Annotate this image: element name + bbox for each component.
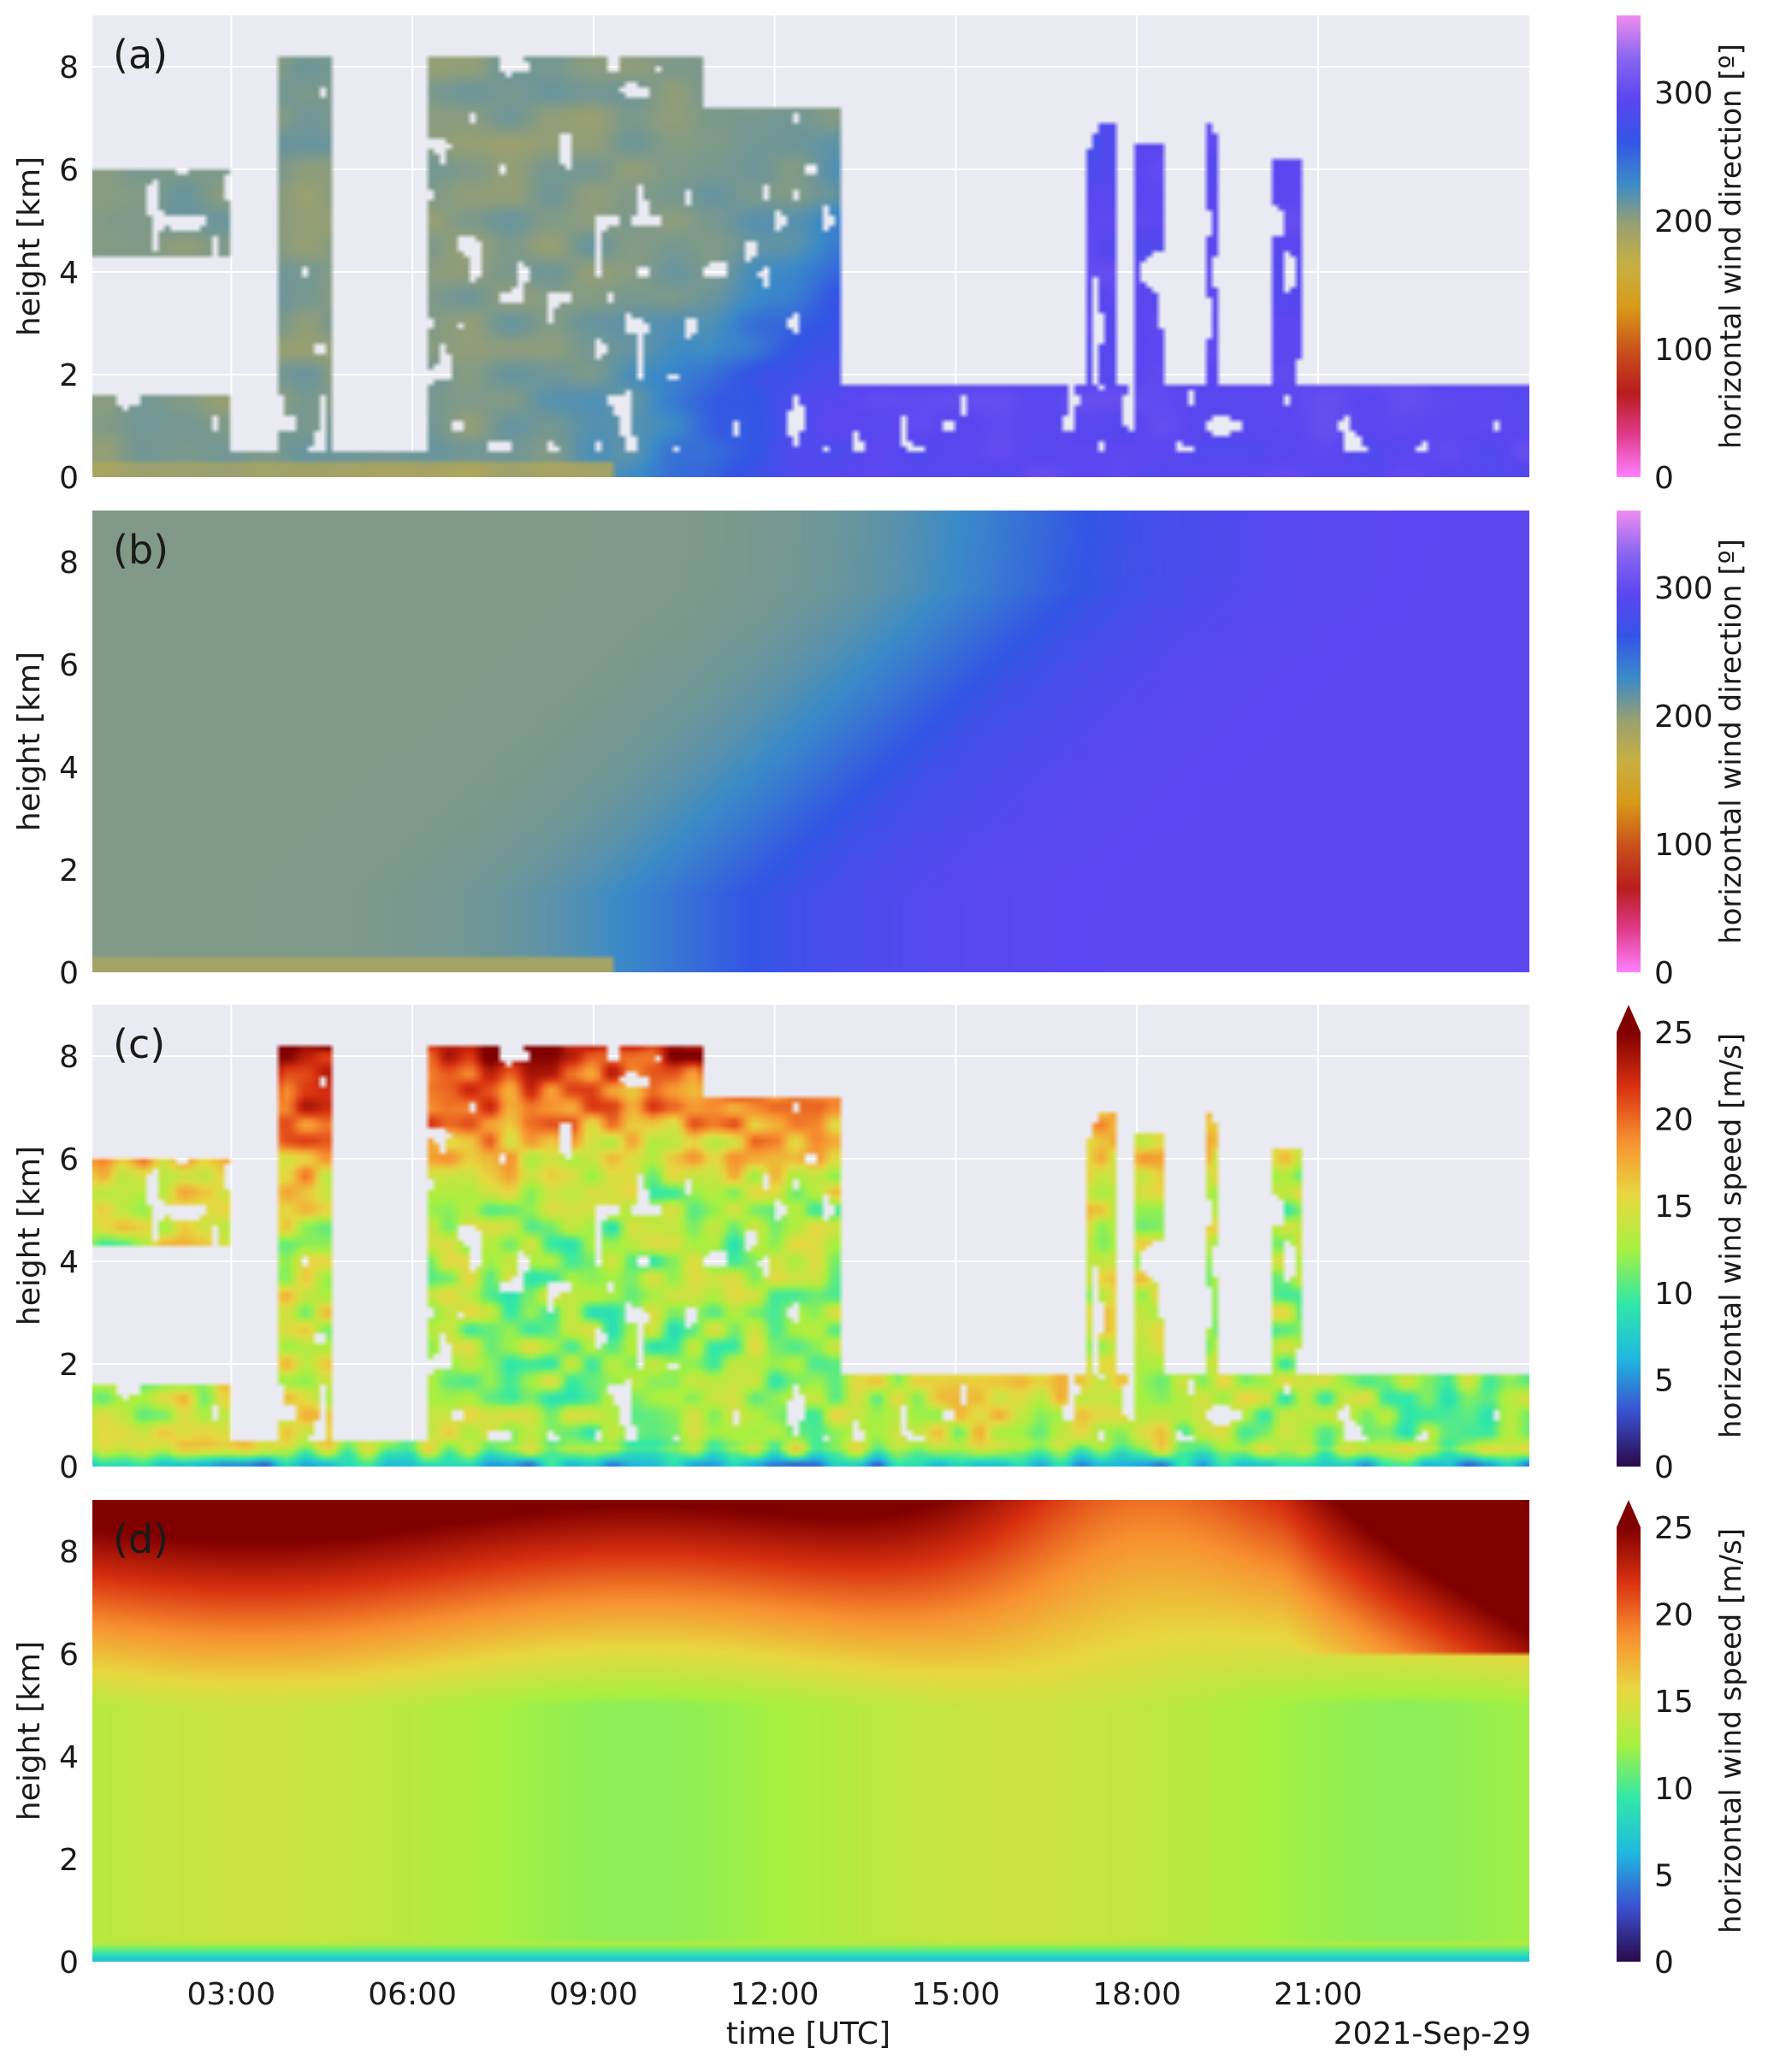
colorbar-label: horizontal wind direction [º] [1714,44,1748,449]
panel-c: (c) 0 2 4 6 8 height [km] 0 5 10 15 20 25 horizontal … [12,1005,1748,1485]
colorbar-tick-label: 10 [1654,1772,1694,1807]
colorbar-tick-label: 200 [1654,700,1713,735]
colorbar-tick-label: 5 [1654,1858,1674,1893]
y-tick-label: 6 [59,648,79,683]
y-axis-label: height [km] [12,156,47,336]
colorbar [1617,511,1641,972]
x-tick-label: 15:00 [912,1977,1001,2012]
y-tick-label: 8 [59,546,79,581]
colorbar-tick-label: 10 [1654,1277,1694,1312]
y-tick-label: 4 [59,1245,79,1280]
colorbar-tick-label: 20 [1654,1598,1694,1633]
colorbar-tick-label: 20 [1654,1103,1694,1138]
y-tick-label: 4 [59,256,79,291]
colorbar-tick-label: 200 [1654,204,1713,239]
y-tick-label: 8 [59,50,79,86]
panel-label: (c) [113,1021,165,1067]
colorbar-label: horizontal wind direction [º] [1714,539,1748,944]
y-tick-label: 2 [59,853,79,888]
x-tick-label: 03:00 [186,1977,275,2012]
y-tick-label: 0 [59,1450,79,1485]
heatmap-field [92,15,1529,477]
y-tick-label: 4 [59,751,79,786]
panel-label: (b) [113,527,169,573]
x-tick-label: 12:00 [730,1977,819,2012]
y-tick-label: 6 [59,1638,79,1673]
colorbar-extend-arrow [1617,1500,1641,1527]
y-tick-label: 8 [59,1535,79,1570]
colorbar-label: horizontal wind speed [m/s] [1714,1033,1748,1438]
y-axis-label: height [km] [12,1146,47,1325]
heatmap-field [92,1005,1529,1467]
panel-a: (a) 0 2 4 6 8 height [km] 0 100 200 300 horizontal … [12,15,1748,496]
heatmap-field [92,511,1529,972]
colorbar-tick-label: 0 [1654,461,1674,496]
colorbar-tick-label: 0 [1654,1450,1674,1485]
y-tick-label: 6 [59,153,79,188]
colorbar-tick-label: 15 [1654,1189,1694,1225]
date-label: 2021-Sep-29 [1333,2016,1531,2051]
heatmap-field [92,1500,1529,1962]
colorbar-tick-label: 0 [1654,1945,1674,1981]
colorbar-tick-label: 300 [1654,571,1713,606]
colorbar-label: horizontal wind speed [m/s] [1714,1528,1748,1933]
x-tick-label: 06:00 [368,1977,457,2012]
panel-d: (d) 0 2 4 6 8 height [km] 0 5 10 15 20 25 horizontal … [12,1500,1748,1981]
y-tick-label: 0 [59,1945,79,1981]
y-tick-label: 0 [59,956,79,991]
colorbar-tick-label: 25 [1654,1016,1694,1051]
panel-b: (b) 0 2 4 6 8 height [km] 0 100 200 300 horizontal … [12,511,1748,991]
colorbar-tick-label: 300 [1654,76,1713,111]
colorbar-tick-label: 100 [1654,828,1713,863]
x-axis-label: time [UTC] [726,2016,890,2051]
shared-x-axis: time [UTC] 2021-Sep-29 03:00 06:00 09:00 12… [186,1977,1531,2051]
y-tick-label: 2 [59,358,79,393]
colorbar-tick-label: 15 [1654,1685,1694,1720]
colorbar-extend-arrow [1617,1005,1641,1032]
y-tick-label: 4 [59,1740,79,1775]
y-tick-label: 8 [59,1040,79,1075]
colorbar [1617,1527,1641,1962]
y-tick-label: 6 [59,1142,79,1178]
panel-label: (a) [113,32,168,78]
y-tick-label: 0 [59,461,79,496]
panel-label: (d) [113,1516,169,1562]
y-axis-label: height [km] [12,1641,47,1821]
colorbar-tick-label: 0 [1654,956,1674,991]
y-tick-label: 2 [59,1348,79,1383]
colorbar [1617,1032,1641,1467]
colorbar-tick-label: 25 [1654,1511,1694,1546]
x-tick-label: 18:00 [1092,1977,1181,2012]
y-tick-label: 2 [59,1843,79,1878]
y-axis-label: height [km] [12,652,47,831]
x-tick-label: 09:00 [549,1977,638,2012]
colorbar-tick-label: 100 [1654,333,1713,368]
colorbar-tick-label: 5 [1654,1363,1674,1398]
colorbar [1617,15,1641,477]
x-tick-label: 21:00 [1274,1977,1363,2012]
